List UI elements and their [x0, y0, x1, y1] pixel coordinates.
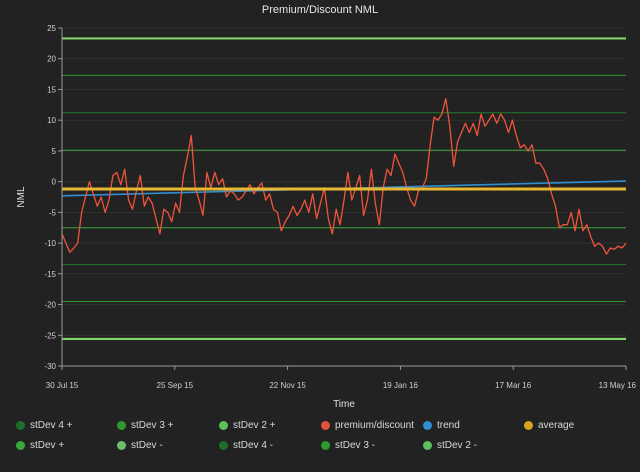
x-tick-label: 19 Jan 16: [383, 381, 419, 390]
y-axis-title: NML: [16, 186, 27, 208]
legend-swatch-icon: [423, 421, 432, 430]
legend-label: trend: [437, 420, 460, 431]
x-tick-label: 22 Nov 15: [269, 381, 306, 390]
legend-label: stDev 3 +: [131, 420, 174, 431]
axis-layer: 25 20 15 10 5 0 -5 -10 -15 -20 -25 -30 30 Jul 15 25 S…: [44, 24, 636, 390]
legend-item[interactable]: stDev +: [16, 440, 64, 451]
legend-item[interactable]: trend: [423, 420, 460, 431]
legend-swatch-icon: [321, 441, 330, 450]
y-tick-label: -15: [44, 270, 56, 279]
y-tick-label: -5: [49, 208, 57, 217]
x-axis-title: Time: [333, 399, 355, 410]
y-tick-label: -10: [44, 239, 56, 248]
legend-item[interactable]: stDev 3 -: [321, 440, 375, 451]
y-tick-label: 5: [52, 147, 57, 156]
chart-title: Premium/Discount NML: [261, 4, 379, 16]
premium-discount-line: [61, 98, 627, 255]
legend-item[interactable]: stDev 2 -: [423, 440, 477, 451]
legend-swatch-icon: [16, 421, 25, 430]
x-tick-label: 25 Sep 15: [157, 381, 194, 390]
legend-swatch-icon: [219, 421, 228, 430]
x-tick-label: 13 May 16: [599, 381, 637, 390]
legend-label: stDev 4 +: [30, 420, 73, 431]
y-tick-label: -30: [44, 362, 56, 371]
legend-swatch-icon: [423, 441, 432, 450]
y-tick-label: 15: [47, 85, 56, 94]
legend-swatch-icon: [117, 421, 126, 430]
legend-label: stDev 2 -: [437, 440, 478, 451]
y-tick-label: -25: [44, 331, 56, 340]
legend-swatch-icon: [219, 441, 228, 450]
y-tick-label: 20: [47, 55, 56, 64]
legend-swatch-icon: [524, 421, 533, 430]
legend-label: stDev -: [131, 440, 163, 451]
legend-item[interactable]: average: [524, 420, 574, 431]
y-tick-label: 0: [52, 178, 57, 187]
y-tick-label: 25: [47, 24, 56, 33]
legend-item[interactable]: stDev -: [117, 440, 163, 451]
legend-label: stDev 3 -: [335, 440, 376, 451]
legend-item[interactable]: stDev 4 -: [219, 440, 273, 451]
legend-label: premium/discount: [335, 420, 414, 431]
legend-label: stDev 2 +: [233, 420, 276, 431]
stdev-bands: [62, 37, 626, 341]
legend-item[interactable]: stDev 3 +: [117, 420, 174, 431]
y-tick-label: -20: [44, 301, 56, 310]
legend-item[interactable]: stDev 2 +: [219, 420, 276, 431]
y-tick-label: 10: [47, 116, 56, 125]
legend-swatch-icon: [117, 441, 126, 450]
legend-label: average: [538, 420, 575, 431]
legend-label: stDev +: [30, 440, 65, 451]
legend-swatch-icon: [16, 441, 25, 450]
legend: stDev 4 + stDev 3 + stDev 2 + premium/disco…: [16, 420, 626, 464]
legend-item[interactable]: stDev 4 +: [16, 420, 73, 431]
x-tick-label: 30 Jul 15: [46, 381, 79, 390]
legend-label: stDev 4 -: [233, 440, 274, 451]
legend-swatch-icon: [321, 421, 330, 430]
legend-item[interactable]: premium/discount: [321, 420, 414, 431]
x-tick-label: 17 Mar 16: [495, 381, 532, 390]
series-layer: [61, 98, 627, 255]
